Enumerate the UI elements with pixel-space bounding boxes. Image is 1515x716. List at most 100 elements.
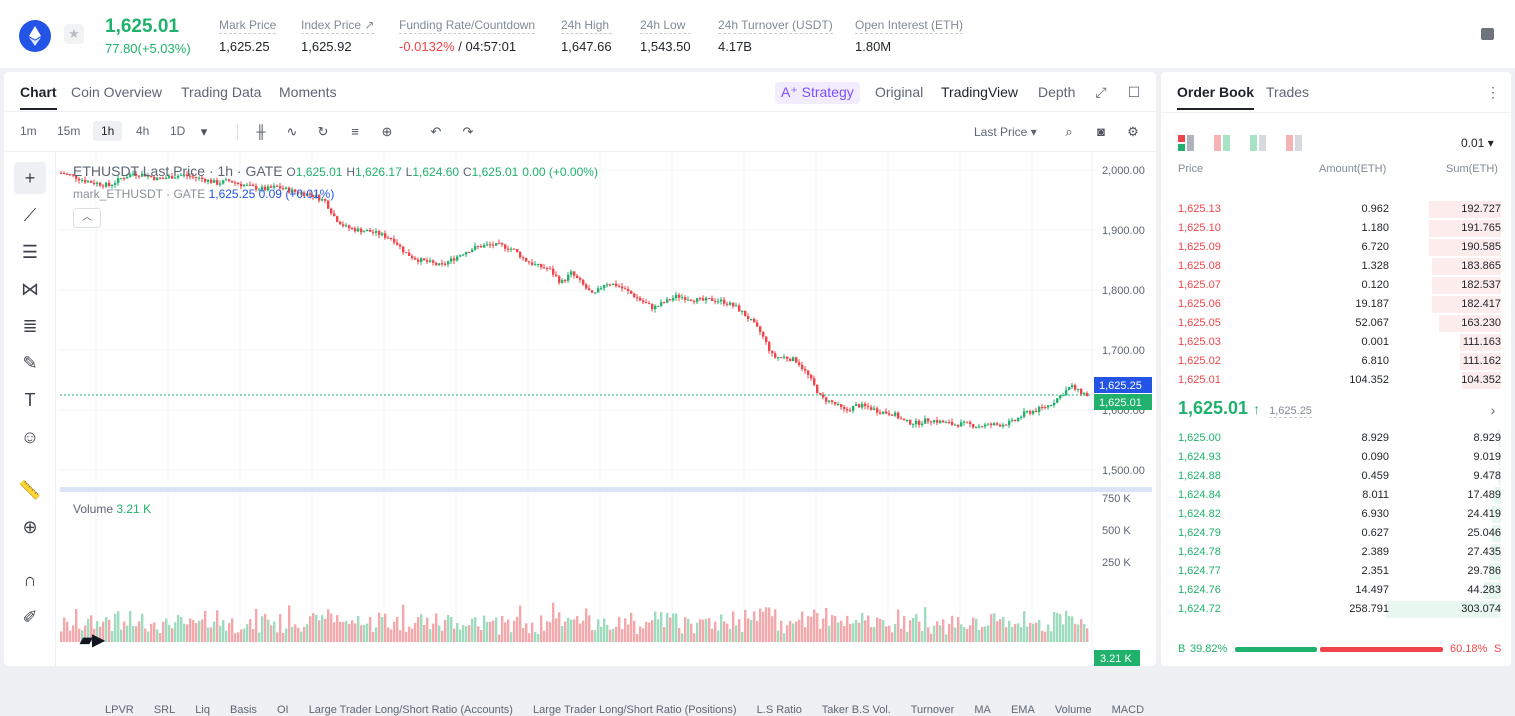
indicator-ls-positions[interactable]: Large Trader Long/Short Ratio (Positions…: [532, 704, 737, 716]
stat-funding-rate: Funding Rate/Countdown -0.0132% / 04:57:…: [399, 18, 536, 54]
timeframe-4h[interactable]: 4h: [136, 124, 150, 138]
stat-label[interactable]: Open Interest (ETH): [855, 18, 964, 34]
bid-row[interactable]: 1,624.78 2.389 27.435: [1161, 543, 1511, 562]
pattern-icon[interactable]: ⋈: [21, 279, 39, 299]
stat-label[interactable]: Mark Price: [219, 18, 277, 34]
trend-line-icon[interactable]: ⟋: [23, 205, 37, 225]
indicator-basis[interactable]: Basis: [230, 704, 257, 716]
gear-icon[interactable]: ⚙: [1127, 124, 1139, 139]
bid-row[interactable]: 1,624.84 8.011 17.489: [1161, 486, 1511, 505]
bid-row[interactable]: 1,624.79 0.627 25.046: [1161, 524, 1511, 543]
timeframe-1m[interactable]: 1m: [20, 124, 37, 138]
stat-label[interactable]: 24h Turnover (USDT): [718, 18, 833, 34]
ask-row[interactable]: 1,625.10 1.180 191.765: [1161, 219, 1511, 238]
tab-coin-overview[interactable]: Coin Overview: [71, 84, 163, 100]
brush-icon[interactable]: ✎: [22, 353, 38, 373]
undo-icon[interactable]: ↶: [430, 124, 442, 139]
search-icon[interactable]: ⌕: [1065, 124, 1073, 139]
tab-chart[interactable]: Chart: [20, 84, 57, 110]
favorite-star-icon[interactable]: ★: [64, 24, 84, 44]
expand-icon[interactable]: ⤢: [1095, 84, 1107, 100]
book-both-icon[interactable]: [1178, 135, 1194, 151]
timeframe-15m[interactable]: 15m: [57, 124, 81, 138]
ask-row[interactable]: 1,625.09 6.720 190.585: [1161, 238, 1511, 257]
ask-row[interactable]: 1,625.06 19.187 182.417: [1161, 295, 1511, 314]
bid-row[interactable]: 1,624.93 0.090 9.019: [1161, 448, 1511, 467]
indicator-lpvr[interactable]: LPVR: [105, 704, 134, 716]
ask-row[interactable]: 1,625.02 6.810 111.162: [1161, 352, 1511, 371]
add-indicator-icon[interactable]: ⊕: [381, 124, 393, 139]
volume-bar: [117, 611, 120, 642]
ask-row[interactable]: 1,625.08 1.328 183.865: [1161, 257, 1511, 276]
book-asks-icon[interactable]: [1286, 135, 1302, 151]
strategy-button[interactable]: A⁺ Strategy: [775, 82, 860, 104]
indicator-ls-ratio[interactable]: L.S Ratio: [756, 704, 802, 716]
candle-up: [855, 404, 858, 407]
stat-label[interactable]: Funding Rate/Countdown: [399, 18, 536, 34]
timeframe-1d[interactable]: 1D: [170, 124, 186, 138]
precision-select[interactable]: 0.01 ▾: [1461, 136, 1494, 150]
book-bids-icon[interactable]: [1250, 135, 1266, 151]
bid-row[interactable]: 1,624.76 14.497 44.283: [1161, 581, 1511, 600]
ask-row[interactable]: 1,625.01 104.352 104.352: [1161, 371, 1511, 390]
view-original[interactable]: Original: [875, 84, 924, 100]
candlestick-chart[interactable]: 2,000.00 1,900.00 1,800.00 1,700.00 1,600.00…: [60, 152, 1152, 716]
indicator-taker-vol[interactable]: Taker B.S Vol.: [821, 704, 891, 716]
indicator-ema[interactable]: EMA: [1010, 704, 1035, 716]
bid-row[interactable]: 1,624.82 6.930 24.419: [1161, 505, 1511, 524]
view-depth[interactable]: Depth: [1038, 84, 1076, 100]
stat-label[interactable]: Index Price ↗: [301, 18, 375, 34]
indicator-ls-accounts[interactable]: Large Trader Long/Short Ratio (Accounts): [308, 704, 513, 716]
tab-trading-data[interactable]: Trading Data: [181, 84, 262, 100]
tab-order-book[interactable]: Order Book: [1177, 84, 1255, 110]
more-icon[interactable]: ⋮: [1486, 84, 1500, 100]
bid-row[interactable]: 1,624.72 258.791 303.074: [1161, 600, 1511, 619]
candle-type-icon[interactable]: ╫: [256, 124, 266, 139]
indicator-macd[interactable]: MACD: [1111, 704, 1145, 716]
mid-price[interactable]: 1,625.01 ↑ 1,625.25: [1178, 398, 1312, 419]
crosshair-icon[interactable]: +: [14, 162, 46, 194]
timeframe-1h[interactable]: 1h: [93, 121, 123, 141]
bid-row[interactable]: 1,625.00 8.929 8.929: [1161, 429, 1511, 448]
chevron-right-icon[interactable]: ›: [1490, 402, 1496, 418]
volume-bar: [543, 630, 546, 642]
bid-row[interactable]: 1,624.77 2.351 29.786: [1161, 562, 1511, 581]
ask-row[interactable]: 1,625.07 0.120 182.537: [1161, 276, 1511, 295]
indicator-turnover[interactable]: Turnover: [910, 704, 955, 716]
horizontal-lines-icon[interactable]: ☰: [21, 242, 39, 262]
indicator-oi[interactable]: OI: [277, 704, 289, 716]
indicators-icon[interactable]: ∿: [286, 124, 298, 139]
price-type-select[interactable]: Last Price ▾: [974, 125, 1037, 139]
edit-icon[interactable]: ✐: [22, 607, 38, 627]
indicator-srl[interactable]: SRL: [153, 704, 176, 716]
ask-row[interactable]: 1,625.05 52.067 163.230: [1161, 314, 1511, 333]
view-tradingview[interactable]: TradingView: [941, 84, 1019, 100]
magnet-icon[interactable]: ∩: [23, 570, 37, 590]
emoji-icon[interactable]: ☺: [20, 427, 40, 447]
book-split-icon[interactable]: [1214, 135, 1230, 151]
volume-bar: [1062, 624, 1065, 642]
ask-row[interactable]: 1,625.03 0.001 111.163: [1161, 333, 1511, 352]
redo-icon[interactable]: ↷: [462, 124, 474, 139]
text-icon[interactable]: T: [24, 390, 36, 410]
candle-down: [795, 357, 798, 363]
indicator-volume[interactable]: Volume: [1054, 704, 1092, 716]
settings-list-icon[interactable]: ≡: [351, 124, 359, 139]
book-icon[interactable]: [1481, 28, 1494, 40]
refresh-icon[interactable]: ↻: [317, 124, 329, 139]
bid-row[interactable]: 1,624.88 0.459 9.478: [1161, 467, 1511, 486]
collapse-legend-button[interactable]: ︿: [73, 208, 101, 228]
camera-icon[interactable]: ◙: [1097, 124, 1105, 139]
ask-row[interactable]: 1,625.13 0.962 192.727: [1161, 200, 1511, 219]
stat-label[interactable]: 24h High: [561, 18, 612, 34]
timeframe-dropdown-icon[interactable]: ▾: [200, 124, 208, 139]
stat-label[interactable]: 24h Low: [640, 18, 691, 34]
ruler-icon[interactable]: 📏: [18, 480, 42, 500]
window-icon[interactable]: ☐: [1127, 84, 1141, 100]
tab-trades[interactable]: Trades: [1266, 84, 1310, 100]
tab-moments[interactable]: Moments: [279, 84, 337, 100]
indicator-liq[interactable]: Liq: [195, 704, 210, 716]
indicator-ma[interactable]: MA: [974, 704, 991, 716]
fib-icon[interactable]: ≣: [22, 316, 38, 336]
zoom-in-icon[interactable]: ⊕: [22, 517, 38, 537]
